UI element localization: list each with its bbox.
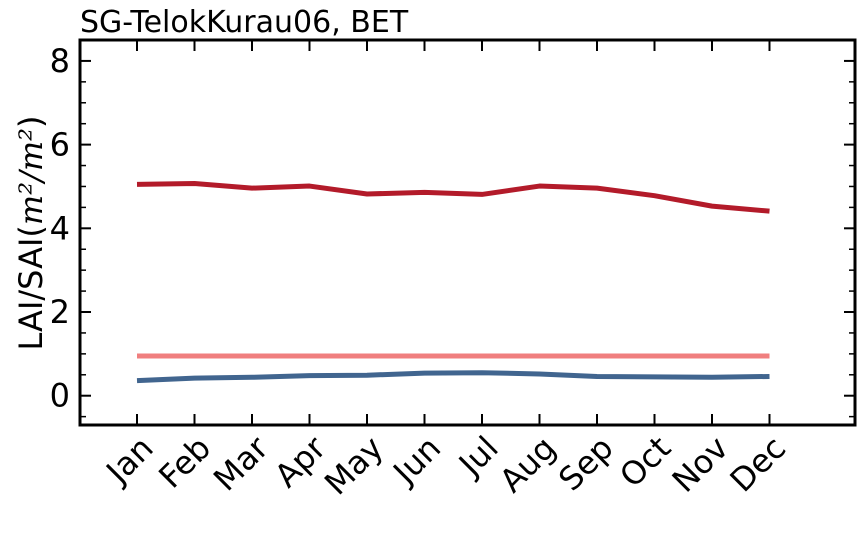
x-tick-label: Aug bbox=[492, 429, 563, 500]
y-tick-label: 8 bbox=[50, 42, 70, 80]
series-line-1 bbox=[136, 181, 770, 214]
x-tick-label: Sep bbox=[551, 429, 621, 499]
series-layer bbox=[136, 181, 770, 384]
series-line-3 bbox=[136, 370, 770, 384]
y-axis-label-text: LAI/SAI( bbox=[12, 225, 50, 350]
plot-frame bbox=[78, 38, 857, 427]
x-tick-label: May bbox=[317, 429, 391, 503]
y-tick-label: 6 bbox=[50, 126, 70, 164]
y-axis-label-unit: m²/m² bbox=[12, 128, 50, 225]
y-tick-label: 4 bbox=[50, 209, 70, 247]
x-tick-label: Apr bbox=[267, 428, 334, 495]
x-tick-label: Mar bbox=[206, 428, 276, 498]
x-tick-label: Jan bbox=[97, 429, 160, 492]
y-tick-label: 2 bbox=[50, 293, 70, 331]
y-axis-label: LAI/SAI(m²/m²) bbox=[12, 116, 50, 351]
x-tick-label: Jun bbox=[385, 429, 449, 493]
x-tick-label: Dec bbox=[723, 429, 794, 500]
y-axis-label-close: ) bbox=[12, 116, 50, 128]
y-tick-label: 0 bbox=[50, 377, 70, 415]
x-tick-label: Nov bbox=[665, 429, 736, 500]
x-tick-label: Oct bbox=[612, 429, 678, 495]
x-tick-label: Feb bbox=[151, 429, 218, 496]
chart-title: SG-TelokKurau06, BET bbox=[80, 5, 409, 40]
y-axis-label-group: LAI/SAI(m²/m²) bbox=[12, 116, 50, 351]
